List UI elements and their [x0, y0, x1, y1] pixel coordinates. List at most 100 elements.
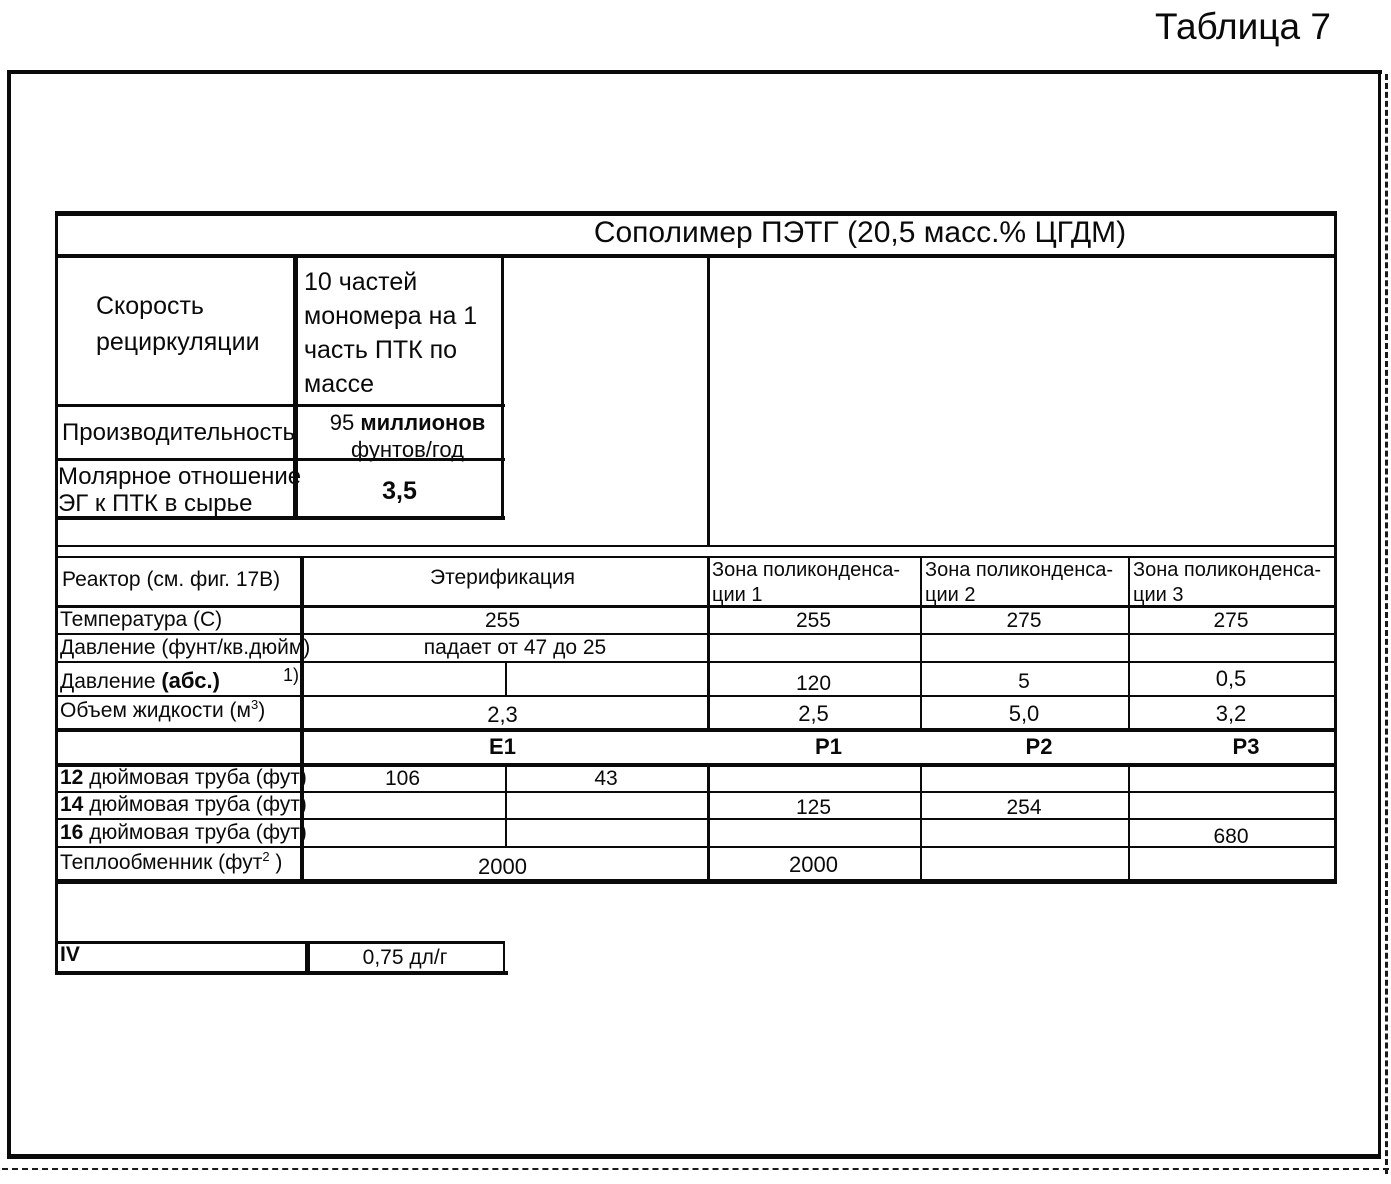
liquid-volume-zone1-value: 2,5: [798, 701, 829, 726]
grid-line: [55, 879, 1337, 884]
grid-line: [55, 458, 505, 461]
molar-ratio-value: 3,5: [382, 477, 417, 505]
pressure-abs-zone1-value: 120: [795, 672, 832, 695]
pipe12-ester-a-value: 106: [384, 767, 421, 790]
pressure-abs-label-paren: (абс.): [161, 668, 220, 693]
pipe16-size: 16: [60, 821, 84, 844]
grid-line: [55, 254, 1337, 258]
pressure-psi-ester-value: падает от 47 до 25: [423, 636, 607, 659]
productivity-value-unit: фунтов/год: [351, 437, 464, 462]
pipe12-label: 12 дюймовая труба (фут): [60, 766, 307, 790]
pressure-abs-label: Давление (абс.): [60, 668, 220, 694]
page-frame-right-scan-line: [1385, 74, 1388, 1174]
liquid-volume-zone2-value: 5,0: [1008, 701, 1040, 726]
unit-p1-label: Р1: [815, 734, 842, 759]
grid-line: [55, 556, 1337, 558]
grid-line: [55, 211, 1337, 216]
productivity-value-number: 95: [329, 410, 355, 435]
esterification-header: Этерификация: [429, 566, 576, 589]
liquid-volume-label-main: Объем жидкости (м: [60, 699, 251, 722]
pipe14-label-text: дюймовая труба (фут): [83, 793, 307, 816]
grid-line: [293, 254, 298, 516]
polycondensation-zone3-header: Зона поликонденса- ции 3: [1133, 559, 1322, 606]
grid-line: [300, 556, 304, 879]
pressure-abs-zone3-value: 0,5: [1215, 666, 1247, 691]
liquid-volume-label-sup: 3: [251, 697, 259, 712]
grid-line: [1128, 763, 1130, 879]
grid-line: [505, 661, 507, 695]
pipe12-label-text: дюймовая труба (фут): [83, 766, 307, 789]
liquid-volume-ester-value: 2,3: [487, 702, 518, 727]
grid-line: [55, 695, 1337, 697]
grid-line: [55, 791, 1337, 793]
grid-line: [707, 763, 710, 879]
unit-e1-label: Е1: [489, 734, 516, 759]
heat-exchanger-zone1-value: 2000: [789, 852, 838, 877]
temperature-zone3-value: 275: [1213, 609, 1249, 632]
heat-exchanger-label-close: ): [269, 851, 283, 874]
grid-line: [1334, 211, 1337, 882]
grid-line: [920, 763, 922, 879]
recycle-rate-value: 10 частей мономера на 1 часть ПТК по мас…: [304, 268, 478, 398]
heat-exchanger-ester-value: 2000: [478, 854, 527, 879]
grid-line: [305, 941, 310, 974]
polycondensation-zone2-header: Зона поликонденса- ции 2: [925, 559, 1114, 606]
grid-line: [920, 556, 922, 728]
temperature-label: Температура (С): [60, 608, 223, 631]
pressure-abs-zone2-value: 5: [1018, 670, 1030, 693]
pipe14-zone1-value: 125: [795, 796, 832, 819]
pipe16-label-text: дюймовая труба (фут): [83, 821, 307, 844]
grid-line: [55, 404, 505, 407]
polycondensation-zone1-header: Зона поликонденса- ции 1: [712, 559, 901, 606]
heat-exchanger-label-main: Теплообменник (фут: [60, 851, 263, 874]
grid-line: [55, 545, 1337, 547]
page-frame-bottom: [7, 1154, 1381, 1159]
pipe14-zone2-value: 254: [1006, 796, 1042, 819]
pressure-abs-label-word: Давление: [60, 670, 156, 693]
page-frame-left: [7, 70, 11, 1159]
pipe14-size: 14: [60, 793, 84, 816]
grid-line: [55, 728, 1337, 732]
grid-line: [707, 556, 710, 728]
unit-p3-label: Р3: [1232, 734, 1260, 759]
pipe14-label: 14 дюймовая труба (фут): [60, 793, 307, 817]
page-title: Таблица 7: [1155, 6, 1331, 47]
productivity-value-word: миллионов: [360, 410, 486, 435]
pipe12-size: 12: [60, 766, 84, 789]
unit-p2-label: Р2: [1025, 734, 1053, 759]
table-header: Сополимер ПЭТГ (20,5 масс.% ЦГДМ): [593, 216, 1127, 249]
recycle-rate-label: Скорость рециркуляции: [96, 292, 260, 356]
iv-label: IV: [60, 943, 80, 966]
productivity-value: 95 миллионов фунтов/год: [315, 409, 500, 463]
page-frame-top: [7, 70, 1382, 74]
grid-line: [503, 941, 505, 972]
liquid-volume-label: Объем жидкости (м3): [60, 697, 266, 723]
liquid-volume-label-close: ): [258, 699, 266, 722]
pressure-psi-label: Давление (фунт/кв.дюйм): [60, 636, 311, 659]
grid-line: [55, 941, 505, 944]
pipe12-ester-b-value: 43: [594, 767, 618, 790]
iv-value: 0,75 дл/г: [362, 946, 448, 969]
grid-line: [501, 254, 504, 516]
grid-line: [55, 971, 508, 975]
temperature-zone2-value: 275: [1006, 609, 1042, 632]
reactor-corner-label: Реактор (см. фиг. 17В): [62, 568, 281, 591]
grid-line: [55, 633, 1337, 635]
grid-line: [55, 211, 58, 975]
pipe16-label: 16 дюймовая труба (фут): [60, 821, 307, 845]
page-frame-right: [1378, 70, 1381, 1158]
pressure-abs-footnote-mark: 1): [283, 665, 300, 685]
productivity-label: Производительность: [62, 419, 295, 446]
grid-line: [55, 661, 1337, 663]
grid-line: [55, 846, 1337, 848]
grid-line: [55, 605, 1337, 608]
grid-line: [55, 516, 505, 520]
grid-line: [55, 763, 1337, 767]
heat-exchanger-label: Теплообменник (фут2 ): [60, 850, 283, 875]
temperature-ester-value: 255: [484, 609, 521, 632]
molar-ratio-label: Молярное отношение ЭГ к ПТК в сырье: [58, 463, 302, 517]
grid-line: [707, 254, 710, 545]
grid-line: [1128, 556, 1130, 728]
temperature-zone1-value: 255: [795, 609, 832, 632]
